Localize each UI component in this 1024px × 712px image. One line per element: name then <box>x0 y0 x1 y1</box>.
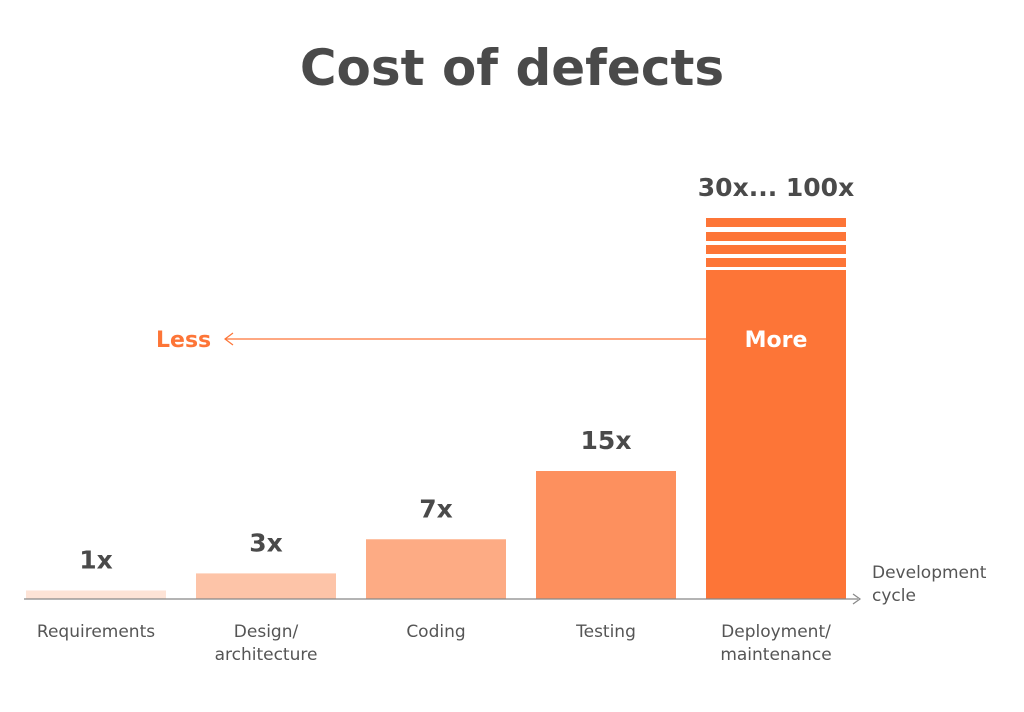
category-label-5-line-2: maintenance <box>720 645 831 665</box>
category-label-3: Coding <box>406 622 465 642</box>
category-label-2-line-1: Design/ <box>234 622 299 642</box>
bar-5-stripe-4 <box>706 258 846 267</box>
more-label: More <box>745 328 808 353</box>
labels-group: 1x Requirements 3x Design/architecture 7x Cod… <box>37 173 854 665</box>
less-label: Less <box>156 328 211 353</box>
chart-title: Cost of defects <box>300 39 724 97</box>
x-axis-arrowhead <box>852 593 862 605</box>
bar-3 <box>366 539 506 599</box>
bar-5-stripe-2 <box>706 232 846 241</box>
value-label-2: 3x <box>249 528 283 557</box>
x-axis-label-line-1: Development <box>872 563 987 583</box>
bar-5-stripe-1 <box>706 218 846 227</box>
category-label-5-line-1: Deployment/ <box>721 622 831 642</box>
bar-2 <box>196 573 336 599</box>
value-label-1: 1x <box>79 545 113 574</box>
bar-1 <box>26 590 166 599</box>
category-label-4: Testing <box>575 622 636 642</box>
category-label-2-line-2: architecture <box>215 645 318 665</box>
value-label-3: 7x <box>419 494 453 523</box>
value-label-5: 30x... 100x <box>698 173 854 202</box>
less-more-arrowhead <box>224 332 234 346</box>
value-label-4: 15x <box>581 426 632 455</box>
bars-group <box>26 218 846 599</box>
less-more-arrow: Less More <box>156 328 807 353</box>
category-label-1: Requirements <box>37 622 155 642</box>
x-axis-label-line-2: cycle <box>872 586 916 606</box>
bar-4 <box>536 471 676 599</box>
x-axis: Development cycle <box>24 563 987 606</box>
bar-5-stripe-3 <box>706 245 846 254</box>
bar-5 <box>706 270 846 599</box>
